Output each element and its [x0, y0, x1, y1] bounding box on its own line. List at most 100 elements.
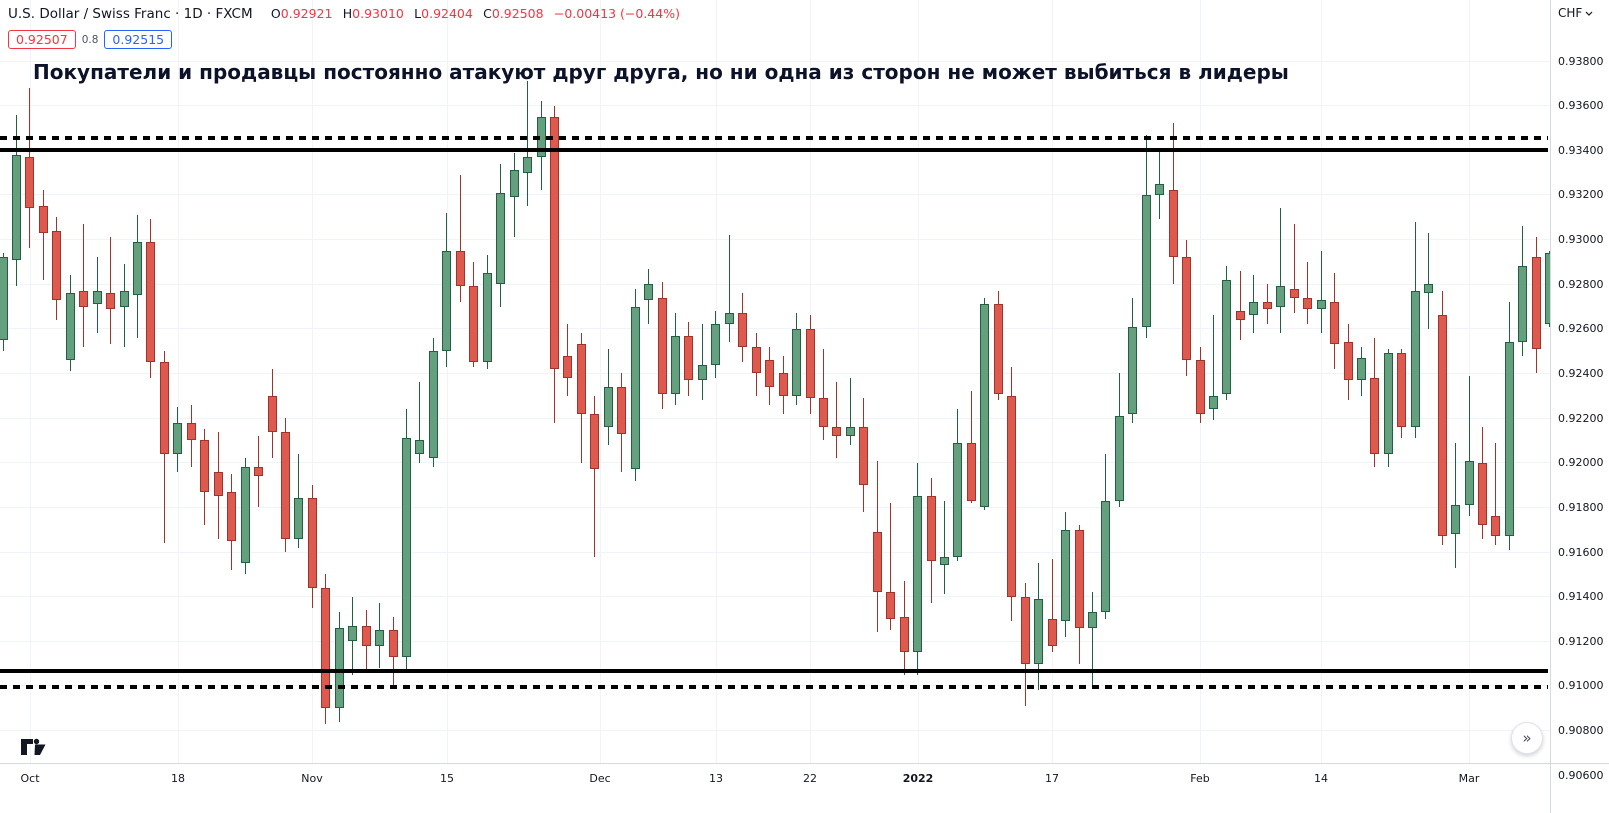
candle-body [644, 284, 654, 300]
time-axis-label: Feb [1190, 772, 1210, 785]
candle-body [617, 386, 627, 434]
candle-wick [836, 382, 838, 459]
tradingview-logo-icon [21, 738, 46, 755]
candle-wick [1051, 558, 1053, 653]
sell-bid-button[interactable]: 0.92507 [8, 30, 76, 49]
candle-wick [728, 235, 730, 343]
candle-body [1518, 266, 1528, 343]
candle-body [1168, 190, 1178, 258]
time-axis[interactable]: Oct 18 Nov 15 Dec 13 22 2022 17 Feb 14 Mar [0, 764, 1550, 813]
candle-body [832, 427, 842, 436]
dotted-line-drawing[interactable] [0, 685, 1548, 690]
candle-body [1437, 315, 1447, 537]
candle-body [1383, 353, 1393, 454]
candle-body [818, 398, 828, 428]
symbol-title[interactable]: U.S. Dollar / Swiss Franc [8, 6, 171, 22]
chart-plot-area[interactable]: Покупатели и продавцы постоянно атакуют … [0, 0, 1550, 763]
double-chevron-right-icon: » [1522, 729, 1532, 747]
candle-body [1410, 290, 1420, 428]
candle-body [1316, 299, 1326, 309]
candle-wick [1455, 442, 1457, 568]
dotted-line-drawing[interactable] [0, 136, 1548, 140]
candle-body [106, 293, 116, 309]
time-axis-label: 2022 [902, 772, 934, 785]
horizontal-line-drawing[interactable] [0, 148, 1548, 153]
price-axis-label: 0.92400 [1558, 366, 1604, 380]
candle-body [348, 625, 358, 642]
price-axis-label: 0.92800 [1558, 277, 1604, 291]
candle-body [1289, 288, 1299, 298]
candle-body [200, 440, 210, 492]
candle-wick [1428, 232, 1430, 329]
time-gridline [918, 0, 919, 763]
exchange-label: FXCM [215, 6, 253, 22]
candle-body [1276, 286, 1286, 307]
candle-wick [527, 81, 529, 207]
price-gridline [0, 61, 1550, 62]
price-axis[interactable]: CHF 0.93800 0.93600 0.93400 0.93200 0.93000 0… [1551, 0, 1609, 813]
candle-wick [890, 502, 892, 631]
horizontal-line-drawing[interactable] [0, 669, 1548, 674]
timeframe-label[interactable]: 1D [183, 6, 203, 22]
candle-body [993, 304, 1003, 394]
time-gridline [1321, 0, 1322, 763]
candle-body [1034, 598, 1044, 664]
candle-wick [849, 377, 851, 445]
annotation-text[interactable]: Покупатели и продавцы постоянно атакуют … [33, 60, 1289, 84]
spread-value: 0.8 [81, 33, 99, 46]
candle-body [334, 627, 344, 709]
price-axis-label: 0.91200 [1558, 634, 1604, 648]
candle-body [738, 313, 748, 347]
candle-body [133, 241, 142, 296]
candle-body [1478, 462, 1487, 526]
candle-body [966, 442, 976, 501]
candle-body [442, 250, 452, 352]
candle-body [1370, 377, 1380, 454]
currency-selector[interactable]: CHF [1558, 6, 1593, 20]
price-gridline [0, 194, 1550, 195]
open-value: 0.92921 [280, 6, 333, 21]
symbol-legend: U.S. Dollar / Swiss Franc · 1D · FXCM O0… [8, 6, 686, 22]
price-gridline [0, 373, 1550, 374]
candle-body [1182, 257, 1192, 361]
candle-body [913, 496, 923, 653]
candle-wick [1320, 250, 1322, 334]
candle-body [563, 355, 573, 378]
candle-body [1209, 395, 1218, 410]
candle-body [1249, 302, 1259, 316]
candle-body [859, 427, 869, 486]
candle-body [321, 587, 331, 709]
candle-wick [1091, 592, 1093, 689]
candle-body [173, 422, 183, 454]
candle-body [657, 297, 667, 394]
candle-body [159, 362, 169, 454]
candle-body [38, 206, 48, 233]
candle-body [1356, 357, 1366, 381]
candle-body [0, 257, 8, 340]
time-axis-label: 17 [1045, 772, 1059, 785]
time-axis-label: 22 [803, 772, 817, 785]
time-gridline [447, 0, 448, 763]
candle-body [1114, 415, 1124, 501]
price-axis-label: 0.90600 [1558, 768, 1604, 782]
candle-wick [110, 237, 112, 345]
candle-wick [419, 382, 421, 463]
bid-ask-row: 0.92507 0.8 0.92515 [8, 30, 173, 49]
candle-wick [701, 324, 703, 401]
candle-body [1195, 360, 1205, 414]
price-gridline [0, 596, 1550, 597]
candle-body [711, 324, 721, 365]
tradingview-logo[interactable] [20, 736, 52, 758]
candle-body [267, 395, 277, 432]
scroll-to-recent-button[interactable]: » [1511, 722, 1543, 754]
candle-body [1303, 297, 1313, 309]
low-value: 0.92404 [421, 6, 473, 21]
candle-body [940, 556, 949, 566]
price-gridline [0, 239, 1550, 240]
candle-body [1235, 310, 1245, 320]
candle-body [388, 630, 398, 657]
buy-ask-button[interactable]: 0.92515 [104, 30, 173, 49]
time-axis-label: Mar [1458, 772, 1480, 785]
candle-body [1424, 284, 1434, 294]
candle-body [980, 304, 990, 508]
